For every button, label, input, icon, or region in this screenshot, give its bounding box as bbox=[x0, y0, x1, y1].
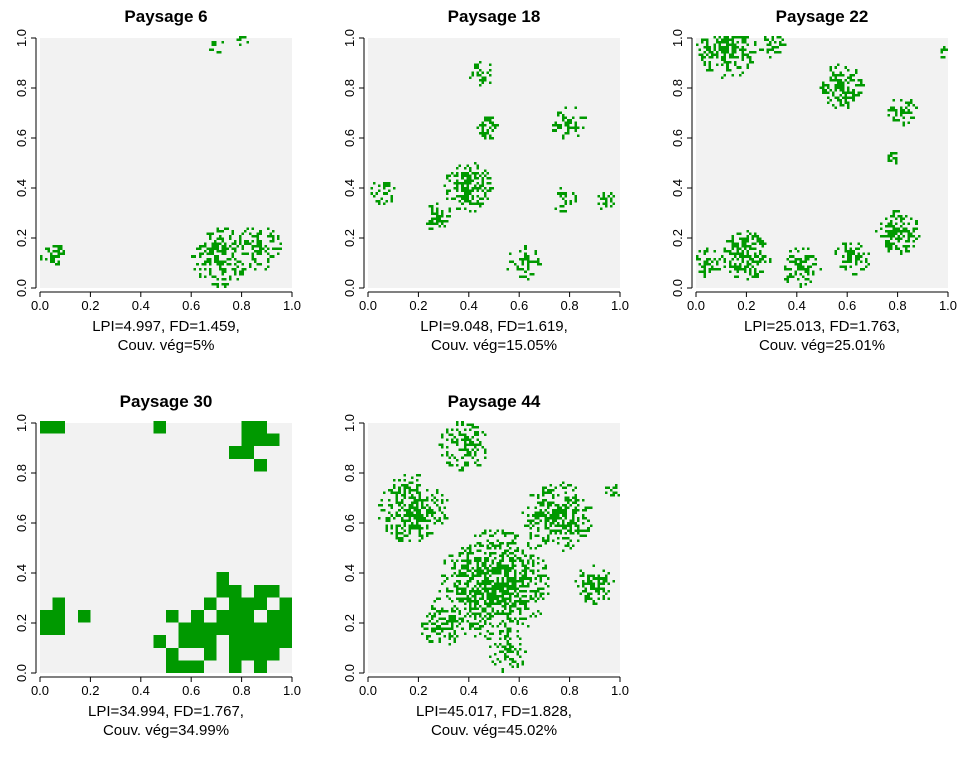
y-tick-label: 0.0 bbox=[342, 279, 357, 297]
panel-paysage-6: Paysage 6 0.0 0.2 0.4 0.6 0.8 1.0 0.0 0.2 0.4 0.6 0… bbox=[0, 0, 320, 375]
chart-title: Paysage 44 bbox=[448, 392, 541, 411]
chart-svg: Paysage 22 0.0 0.2 0.4 0.6 0.8 1.0 0.0 0.2 0.4 0.6… bbox=[670, 7, 957, 354]
y-tick-label: 0.4 bbox=[342, 179, 357, 197]
x-tick-label: 0.2 bbox=[409, 683, 427, 698]
y-tick-label: 1.0 bbox=[14, 29, 29, 47]
plot-background bbox=[40, 38, 292, 288]
x-tick-label: 0.2 bbox=[81, 298, 99, 313]
x-tick-label: 0.2 bbox=[81, 683, 99, 698]
x-tick-label: 0.2 bbox=[737, 298, 755, 313]
y-tick-label: 0.8 bbox=[342, 79, 357, 97]
x-tick-label: 0.6 bbox=[838, 298, 856, 313]
y-tick-label: 1.0 bbox=[670, 29, 685, 47]
x-tick-label: 0.0 bbox=[359, 298, 377, 313]
y-tick-label: 0.2 bbox=[342, 614, 357, 632]
y-tick-label: 0.6 bbox=[342, 514, 357, 532]
y-tick-label: 0.4 bbox=[670, 179, 685, 197]
y-tick-label: 0.0 bbox=[14, 279, 29, 297]
chart-title: Paysage 18 bbox=[448, 7, 541, 26]
chart-svg: Paysage 6 0.0 0.2 0.4 0.6 0.8 1.0 0.0 0.2 0.4 0.6 0… bbox=[14, 7, 301, 354]
y-tick-label: 1.0 bbox=[342, 29, 357, 47]
y-tick-label: 1.0 bbox=[342, 414, 357, 432]
x-tick-label: 1.0 bbox=[611, 683, 629, 698]
panel-paysage-22: Paysage 22 0.0 0.2 0.4 0.6 0.8 1.0 0.0 0.2 0.4 0.6… bbox=[656, 0, 959, 375]
chart-svg: Paysage 44 0.0 0.2 0.4 0.6 0.8 1.0 0.0 0.2 0.4 0.6… bbox=[342, 392, 629, 739]
metrics-caption-line1: LPI=25.013, FD=1.763, bbox=[744, 318, 900, 335]
x-tick-label: 0.8 bbox=[233, 298, 251, 313]
x-tick-label: 0.2 bbox=[409, 298, 427, 313]
y-tick-label: 0.8 bbox=[14, 464, 29, 482]
y-tick-label: 0.6 bbox=[14, 514, 29, 532]
x-tick-label: 0.4 bbox=[132, 683, 150, 698]
chart-title: Paysage 22 bbox=[776, 7, 869, 26]
panel-paysage-44: Paysage 44 0.0 0.2 0.4 0.6 0.8 1.0 0.0 0.2 0.4 0.6… bbox=[328, 385, 648, 760]
y-tick-label: 0.2 bbox=[342, 229, 357, 247]
x-tick-label: 0.6 bbox=[182, 298, 200, 313]
metrics-caption-line2: Couv. vég=45.02% bbox=[431, 722, 557, 739]
y-tick-label: 1.0 bbox=[14, 414, 29, 432]
y-tick-label: 0.8 bbox=[342, 464, 357, 482]
y-tick-label: 0.4 bbox=[14, 564, 29, 582]
y-tick-label: 0.6 bbox=[670, 129, 685, 147]
x-tick-label: 0.4 bbox=[132, 298, 150, 313]
vegetation-cells bbox=[40, 421, 292, 673]
x-tick-label: 0.8 bbox=[233, 683, 251, 698]
y-tick-label: 0.0 bbox=[342, 664, 357, 682]
vegetation-cells bbox=[378, 421, 620, 673]
chart-title: Paysage 30 bbox=[120, 392, 213, 411]
metrics-caption-line1: LPI=4.997, FD=1.459, bbox=[92, 318, 240, 335]
x-tick-label: 1.0 bbox=[611, 298, 629, 313]
panel-paysage-18: Paysage 18 0.0 0.2 0.4 0.6 0.8 1.0 0.0 0.2 0.4 0.6… bbox=[328, 0, 648, 375]
y-tick-label: 0.8 bbox=[670, 79, 685, 97]
metrics-caption-line1: LPI=9.048, FD=1.619, bbox=[420, 318, 568, 335]
x-tick-label: 0.6 bbox=[182, 683, 200, 698]
x-tick-label: 1.0 bbox=[283, 298, 301, 313]
x-tick-label: 0.0 bbox=[31, 683, 49, 698]
x-tick-label: 0.6 bbox=[510, 683, 528, 698]
plot-background bbox=[368, 38, 620, 288]
y-tick-label: 0.6 bbox=[14, 129, 29, 147]
metrics-caption-line2: Couv. vég=34.99% bbox=[103, 722, 229, 739]
metrics-caption-line1: LPI=45.017, FD=1.828, bbox=[416, 703, 572, 720]
vegetation-cells bbox=[696, 36, 948, 288]
metrics-caption-line2: Couv. vég=25.01% bbox=[759, 337, 885, 354]
panel-paysage-30: Paysage 30 0.0 0.2 0.4 0.6 0.8 1.0 0.0 0.2 0.4 0.6… bbox=[0, 385, 320, 760]
x-tick-label: 0.0 bbox=[31, 298, 49, 313]
vegetation-cells bbox=[40, 36, 282, 288]
y-tick-label: 0.4 bbox=[342, 564, 357, 582]
chart-svg: Paysage 18 0.0 0.2 0.4 0.6 0.8 1.0 0.0 0.2 0.4 0.6… bbox=[342, 7, 629, 354]
x-tick-label: 0.8 bbox=[561, 298, 579, 313]
x-tick-label: 0.4 bbox=[788, 298, 806, 313]
x-tick-label: 0.4 bbox=[460, 298, 478, 313]
y-tick-label: 0.2 bbox=[14, 229, 29, 247]
x-tick-label: 1.0 bbox=[939, 298, 957, 313]
y-tick-label: 0.2 bbox=[14, 614, 29, 632]
y-tick-label: 0.0 bbox=[670, 279, 685, 297]
x-tick-label: 0.4 bbox=[460, 683, 478, 698]
metrics-caption-line2: Couv. vég=5% bbox=[118, 337, 215, 354]
x-tick-label: 0.8 bbox=[889, 298, 907, 313]
y-tick-label: 0.4 bbox=[14, 179, 29, 197]
x-tick-label: 0.0 bbox=[687, 298, 705, 313]
chart-svg: Paysage 30 0.0 0.2 0.4 0.6 0.8 1.0 0.0 0.2 0.4 0.6… bbox=[14, 392, 301, 739]
y-tick-label: 0.8 bbox=[14, 79, 29, 97]
x-tick-label: 0.6 bbox=[510, 298, 528, 313]
x-tick-label: 0.8 bbox=[561, 683, 579, 698]
y-tick-label: 0.2 bbox=[670, 229, 685, 247]
x-tick-label: 1.0 bbox=[283, 683, 301, 698]
metrics-caption-line1: LPI=34.994, FD=1.767, bbox=[88, 703, 244, 720]
metrics-caption-line2: Couv. vég=15.05% bbox=[431, 337, 557, 354]
x-tick-label: 0.0 bbox=[359, 683, 377, 698]
y-tick-label: 0.6 bbox=[342, 129, 357, 147]
chart-title: Paysage 6 bbox=[124, 7, 207, 26]
y-tick-label: 0.0 bbox=[14, 664, 29, 682]
